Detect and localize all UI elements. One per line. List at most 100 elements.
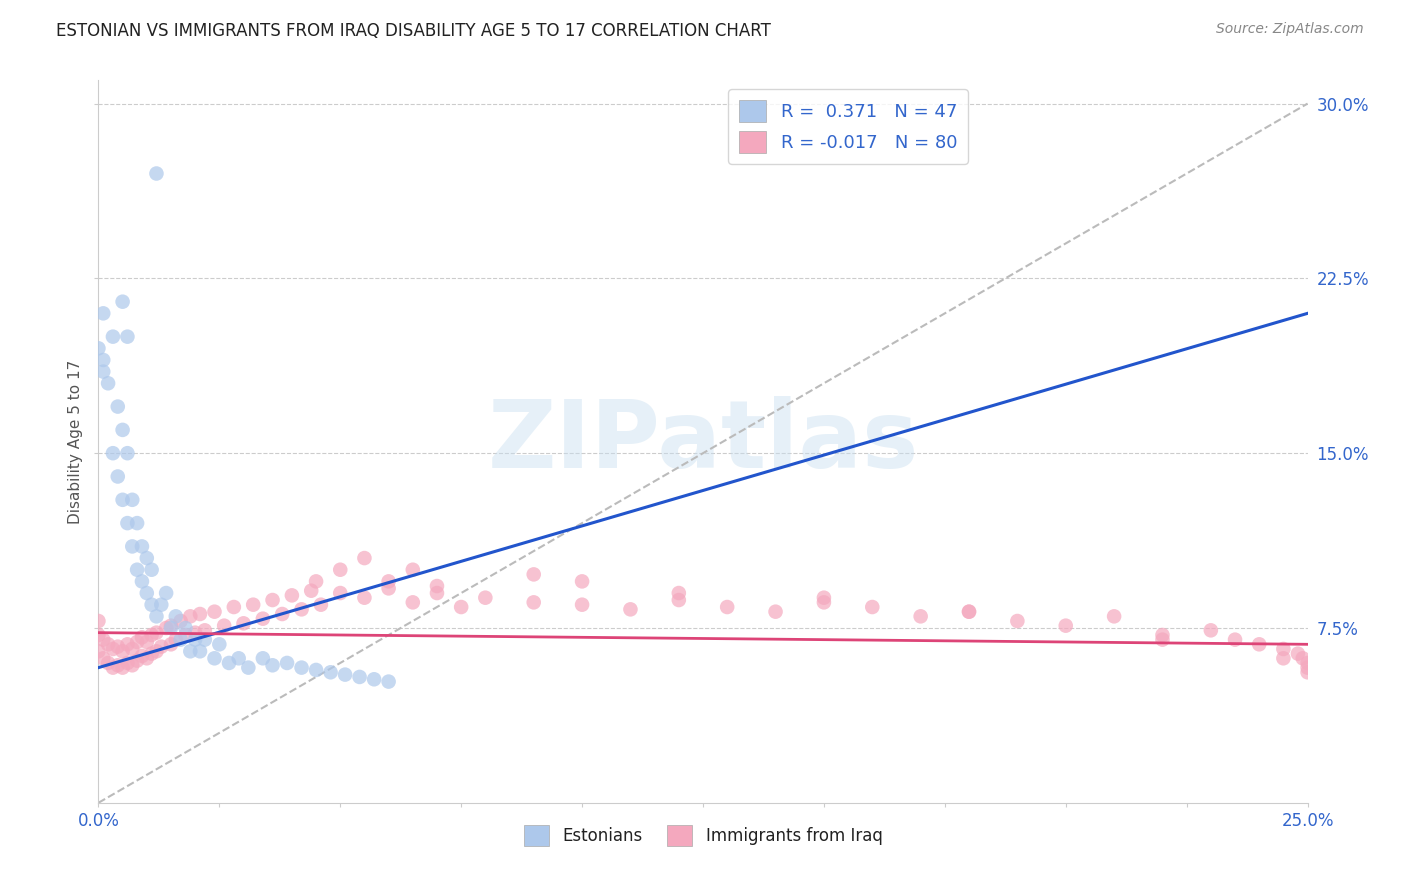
Point [262, 658, 284, 673]
Point [402, 563, 425, 577]
Point [169, 614, 191, 628]
Point [101, 642, 124, 657]
Point [377, 574, 399, 589]
Point [668, 586, 690, 600]
Point [329, 586, 352, 600]
Point [299, 583, 322, 598]
Point [107, 658, 129, 673]
Point [121, 492, 143, 507]
Point [571, 574, 593, 589]
Point [204, 651, 226, 665]
Point [228, 651, 250, 665]
Point [1223, 632, 1246, 647]
Point [716, 600, 738, 615]
Point [135, 586, 157, 600]
Point [111, 294, 134, 309]
Point [813, 591, 835, 605]
Point [252, 651, 274, 665]
Point [131, 540, 153, 554]
Point [1296, 656, 1319, 670]
Point [1286, 647, 1309, 661]
Point [353, 591, 375, 605]
Point [571, 598, 593, 612]
Point [184, 632, 207, 647]
Point [860, 600, 883, 615]
Point [91, 651, 114, 665]
Point [160, 618, 183, 632]
Text: ESTONIAN VS IMMIGRANTS FROM IRAQ DISABILITY AGE 5 TO 17 CORRELATION CHART: ESTONIAN VS IMMIGRANTS FROM IRAQ DISABIL… [56, 22, 770, 40]
Point [377, 674, 399, 689]
Point [474, 591, 496, 605]
Point [290, 602, 312, 616]
Point [1102, 609, 1125, 624]
Point [155, 621, 177, 635]
Point [97, 376, 120, 391]
Point [179, 644, 201, 658]
Point [160, 621, 183, 635]
Point [97, 656, 120, 670]
Point [305, 574, 328, 589]
Point [1007, 614, 1029, 628]
Point [281, 588, 304, 602]
Point [179, 609, 201, 624]
Point [184, 625, 207, 640]
Point [957, 605, 980, 619]
Text: Source: ZipAtlas.com: Source: ZipAtlas.com [1216, 22, 1364, 37]
Point [111, 660, 134, 674]
Point [117, 516, 139, 530]
Point [91, 632, 114, 647]
Point [141, 563, 163, 577]
Text: ZIPatlas: ZIPatlas [488, 395, 918, 488]
Point [194, 632, 217, 647]
Point [276, 656, 298, 670]
Point [305, 663, 328, 677]
Point [117, 446, 139, 460]
Point [91, 306, 114, 320]
Point [957, 605, 980, 619]
Point [127, 654, 149, 668]
Point [87, 628, 110, 642]
Point [174, 628, 197, 642]
Point [160, 637, 183, 651]
Point [1152, 628, 1174, 642]
Point [1272, 651, 1295, 665]
Point [169, 632, 191, 647]
Point [1296, 660, 1319, 674]
Point [107, 469, 129, 483]
Point [121, 658, 143, 673]
Point [135, 635, 157, 649]
Point [238, 660, 260, 674]
Point [97, 637, 120, 651]
Point [131, 648, 153, 663]
Point [87, 644, 110, 658]
Point [242, 598, 264, 612]
Point [426, 579, 449, 593]
Point [150, 640, 173, 654]
Point [208, 637, 231, 651]
Point [349, 670, 371, 684]
Point [127, 635, 149, 649]
Point [813, 595, 835, 609]
Point [155, 586, 177, 600]
Point [111, 644, 134, 658]
Point [101, 446, 124, 460]
Point [127, 516, 149, 530]
Point [1292, 651, 1315, 665]
Point [1272, 642, 1295, 657]
Point [121, 642, 143, 657]
Point [145, 609, 167, 624]
Point [402, 595, 425, 609]
Point [174, 621, 197, 635]
Point [1152, 632, 1174, 647]
Point [131, 574, 153, 589]
Point [1296, 665, 1319, 680]
Point [135, 551, 157, 566]
Point [353, 551, 375, 566]
Point [145, 644, 167, 658]
Point [1249, 637, 1271, 651]
Point [135, 651, 157, 665]
Point [117, 637, 139, 651]
Point [131, 630, 153, 644]
Point [252, 612, 274, 626]
Point [271, 607, 294, 621]
